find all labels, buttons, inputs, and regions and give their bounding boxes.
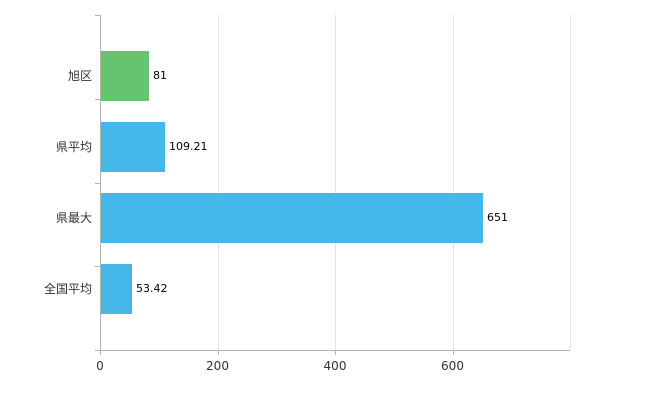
- gridline: [335, 15, 336, 350]
- bar-value-label: 53.42: [136, 281, 168, 295]
- y-axis-tick: [95, 98, 100, 100]
- x-axis-tick-label: 600: [441, 359, 464, 373]
- x-axis-tick-label: 400: [323, 359, 347, 373]
- bar: [101, 50, 149, 101]
- bar: [101, 263, 132, 314]
- gridline: [217, 15, 219, 350]
- x-axis-tick: [100, 350, 101, 355]
- bar: [101, 121, 165, 172]
- y-axis-tick: [95, 350, 100, 351]
- bar: [101, 192, 483, 243]
- bar-value-label: 109.21: [169, 139, 208, 153]
- gridline: [570, 15, 571, 350]
- x-axis-tick: [217, 350, 219, 355]
- bar-value-label: 81: [153, 68, 167, 82]
- y-axis-line: [100, 15, 101, 350]
- y-axis-tick: [95, 182, 100, 184]
- category-label: 旭区: [67, 68, 92, 83]
- x-axis-tick: [452, 350, 454, 355]
- category-label: 全国平均: [43, 281, 92, 296]
- gridline: [452, 15, 454, 350]
- category-label: 県平均: [55, 139, 92, 154]
- bar-value-label: 651: [487, 210, 508, 224]
- x-axis-tick: [335, 350, 336, 355]
- y-axis-tick: [95, 15, 100, 16]
- x-axis-tick-label: 0: [96, 359, 104, 373]
- x-axis-tick-label: 200: [206, 359, 229, 373]
- y-axis-tick: [95, 266, 100, 268]
- category-label: 県最大: [55, 210, 92, 225]
